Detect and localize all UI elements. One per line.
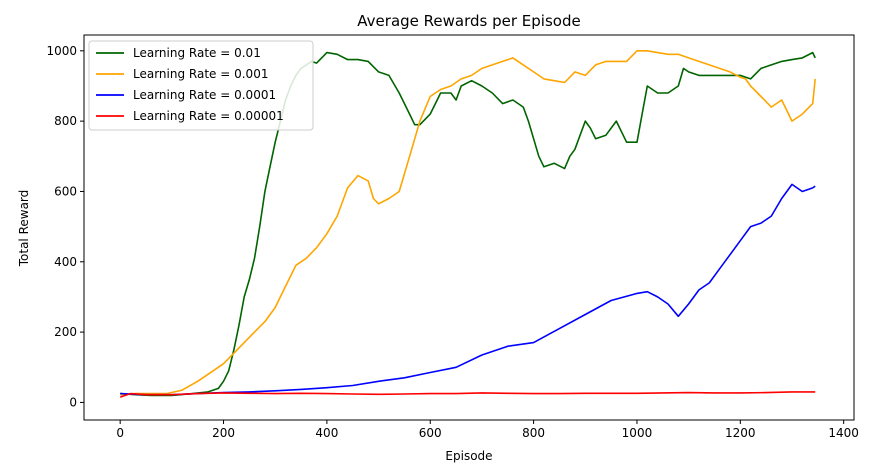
- y-tick-label: 1000: [46, 44, 77, 58]
- y-axis-label: Total Reward: [17, 190, 31, 268]
- axes-frame: [83, 34, 855, 421]
- y-tick-label: 200: [54, 325, 77, 339]
- legend-box: [88, 40, 314, 131]
- x-tick-label: 1400: [828, 426, 859, 440]
- x-tick-label: 800: [522, 426, 545, 440]
- series-line-4: [119, 391, 816, 398]
- series-line-2: [120, 49, 816, 396]
- chart-title: Average Rewards per Episode: [357, 12, 580, 30]
- y-tick-label: 0: [69, 395, 77, 409]
- x-tick-label: 600: [419, 426, 442, 440]
- x-tick-label: 400: [315, 426, 338, 440]
- y-tick-label: 800: [54, 114, 77, 128]
- legend-label: Learning Rate = 0.0001: [133, 88, 276, 102]
- plot-area: [119, 49, 816, 398]
- x-axis-label: Episode: [445, 449, 492, 463]
- legend-label: Learning Rate = 0.00001: [133, 109, 284, 123]
- series-line-3: [120, 183, 816, 396]
- y-axis: 0 200 400 600 800 1000: [46, 44, 84, 409]
- x-tick-label: 0: [116, 426, 124, 440]
- y-tick-label: 600: [54, 184, 77, 198]
- legend: Learning Rate = 0.01 Learning Rate = 0.00…: [88, 40, 314, 131]
- x-tick-label: 1200: [725, 426, 756, 440]
- series-line-1: [120, 51, 816, 397]
- y-tick-label: 400: [54, 255, 77, 269]
- x-axis: 0 200 400 600 800 1000 1200 1400: [116, 420, 859, 440]
- x-tick-label: 1000: [622, 426, 653, 440]
- legend-label: Learning Rate = 0.01: [133, 46, 261, 60]
- x-tick-label: 200: [212, 426, 235, 440]
- legend-label: Learning Rate = 0.001: [133, 67, 268, 81]
